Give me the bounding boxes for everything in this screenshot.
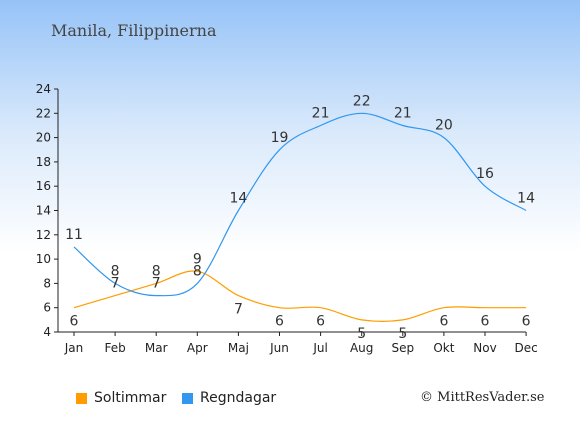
legend-swatch-sun bbox=[76, 392, 87, 404]
data-label-sun: 6 bbox=[481, 314, 490, 330]
y-tick-label: 10 bbox=[36, 252, 51, 266]
data-label-sun: 8 bbox=[152, 263, 161, 279]
y-tick-label: 24 bbox=[36, 82, 51, 96]
series-line-sun bbox=[73, 270, 527, 322]
data-label-sun: 6 bbox=[70, 314, 79, 330]
data-label-sun: 9 bbox=[193, 251, 202, 267]
y-tick-label: 18 bbox=[36, 155, 51, 169]
data-label-rain: 19 bbox=[271, 130, 289, 146]
data-label-sun: 5 bbox=[357, 326, 366, 342]
x-tick-label: Okt bbox=[433, 341, 454, 355]
legend-label-rain: Regndagar bbox=[200, 390, 277, 406]
chart-title: Manila, Filippinerna bbox=[51, 21, 217, 40]
y-tick-label: 14 bbox=[36, 204, 51, 218]
data-label-rain: 7 bbox=[152, 276, 161, 292]
data-label-sun: 7 bbox=[234, 302, 243, 318]
data-label-sun: 6 bbox=[522, 314, 531, 330]
y-tick-label: 12 bbox=[36, 228, 51, 242]
series-layer bbox=[73, 112, 527, 322]
x-tick-label: Nov bbox=[473, 341, 496, 355]
y-tick-label: 6 bbox=[43, 301, 51, 315]
x-tick-label: Dec bbox=[514, 341, 537, 355]
x-tick-label: Apr bbox=[187, 341, 208, 355]
data-label-rain: 16 bbox=[476, 166, 494, 182]
data-label-rain: 14 bbox=[229, 191, 247, 207]
legend-label-sun: Soltimmar bbox=[94, 390, 167, 406]
legend-item-sun: Soltimmar bbox=[76, 390, 166, 406]
axes: 4 6 8 10 12 14 16 18 20 22 24 Jan Feb Mar Apr Maj Jun Jul… bbox=[36, 82, 538, 355]
x-tick-label: Mar bbox=[145, 341, 168, 355]
x-tick-label: Aug bbox=[350, 341, 373, 355]
data-label-sun: 7 bbox=[111, 276, 120, 292]
y-tick-label: 20 bbox=[36, 131, 51, 145]
x-tick-label: Sep bbox=[391, 341, 414, 355]
legend-swatch-rain bbox=[182, 392, 193, 404]
data-label-rain: 21 bbox=[312, 105, 330, 121]
y-tick-label: 8 bbox=[43, 276, 51, 290]
y-tick-label: 22 bbox=[36, 106, 51, 120]
x-tick-label: Feb bbox=[104, 341, 125, 355]
data-label-rain: 20 bbox=[435, 118, 453, 134]
y-tick-label: 4 bbox=[43, 325, 51, 339]
data-label-sun: 5 bbox=[398, 326, 407, 342]
credit-text: © MittResVader.se bbox=[420, 390, 545, 405]
x-tick-label: Jun bbox=[269, 341, 289, 355]
y-tick-label: 16 bbox=[36, 179, 51, 193]
x-tick-label: Jan bbox=[64, 341, 84, 355]
x-tick-label: Jul bbox=[312, 341, 327, 355]
data-label-rain: 8 bbox=[111, 263, 120, 279]
data-label-sun: 6 bbox=[439, 314, 448, 330]
x-tick-label: Maj bbox=[228, 341, 249, 355]
data-label-rain: 21 bbox=[394, 105, 412, 121]
data-label-rain: 22 bbox=[353, 93, 371, 109]
data-label-rain: 8 bbox=[193, 263, 202, 279]
data-label-rain: 14 bbox=[517, 191, 535, 207]
legend-item-rain: Regndagar bbox=[182, 390, 276, 406]
data-label-sun: 6 bbox=[316, 314, 325, 330]
data-label-sun: 6 bbox=[275, 314, 284, 330]
data-label-rain: 11 bbox=[65, 227, 83, 243]
series-line-rain bbox=[73, 112, 527, 297]
